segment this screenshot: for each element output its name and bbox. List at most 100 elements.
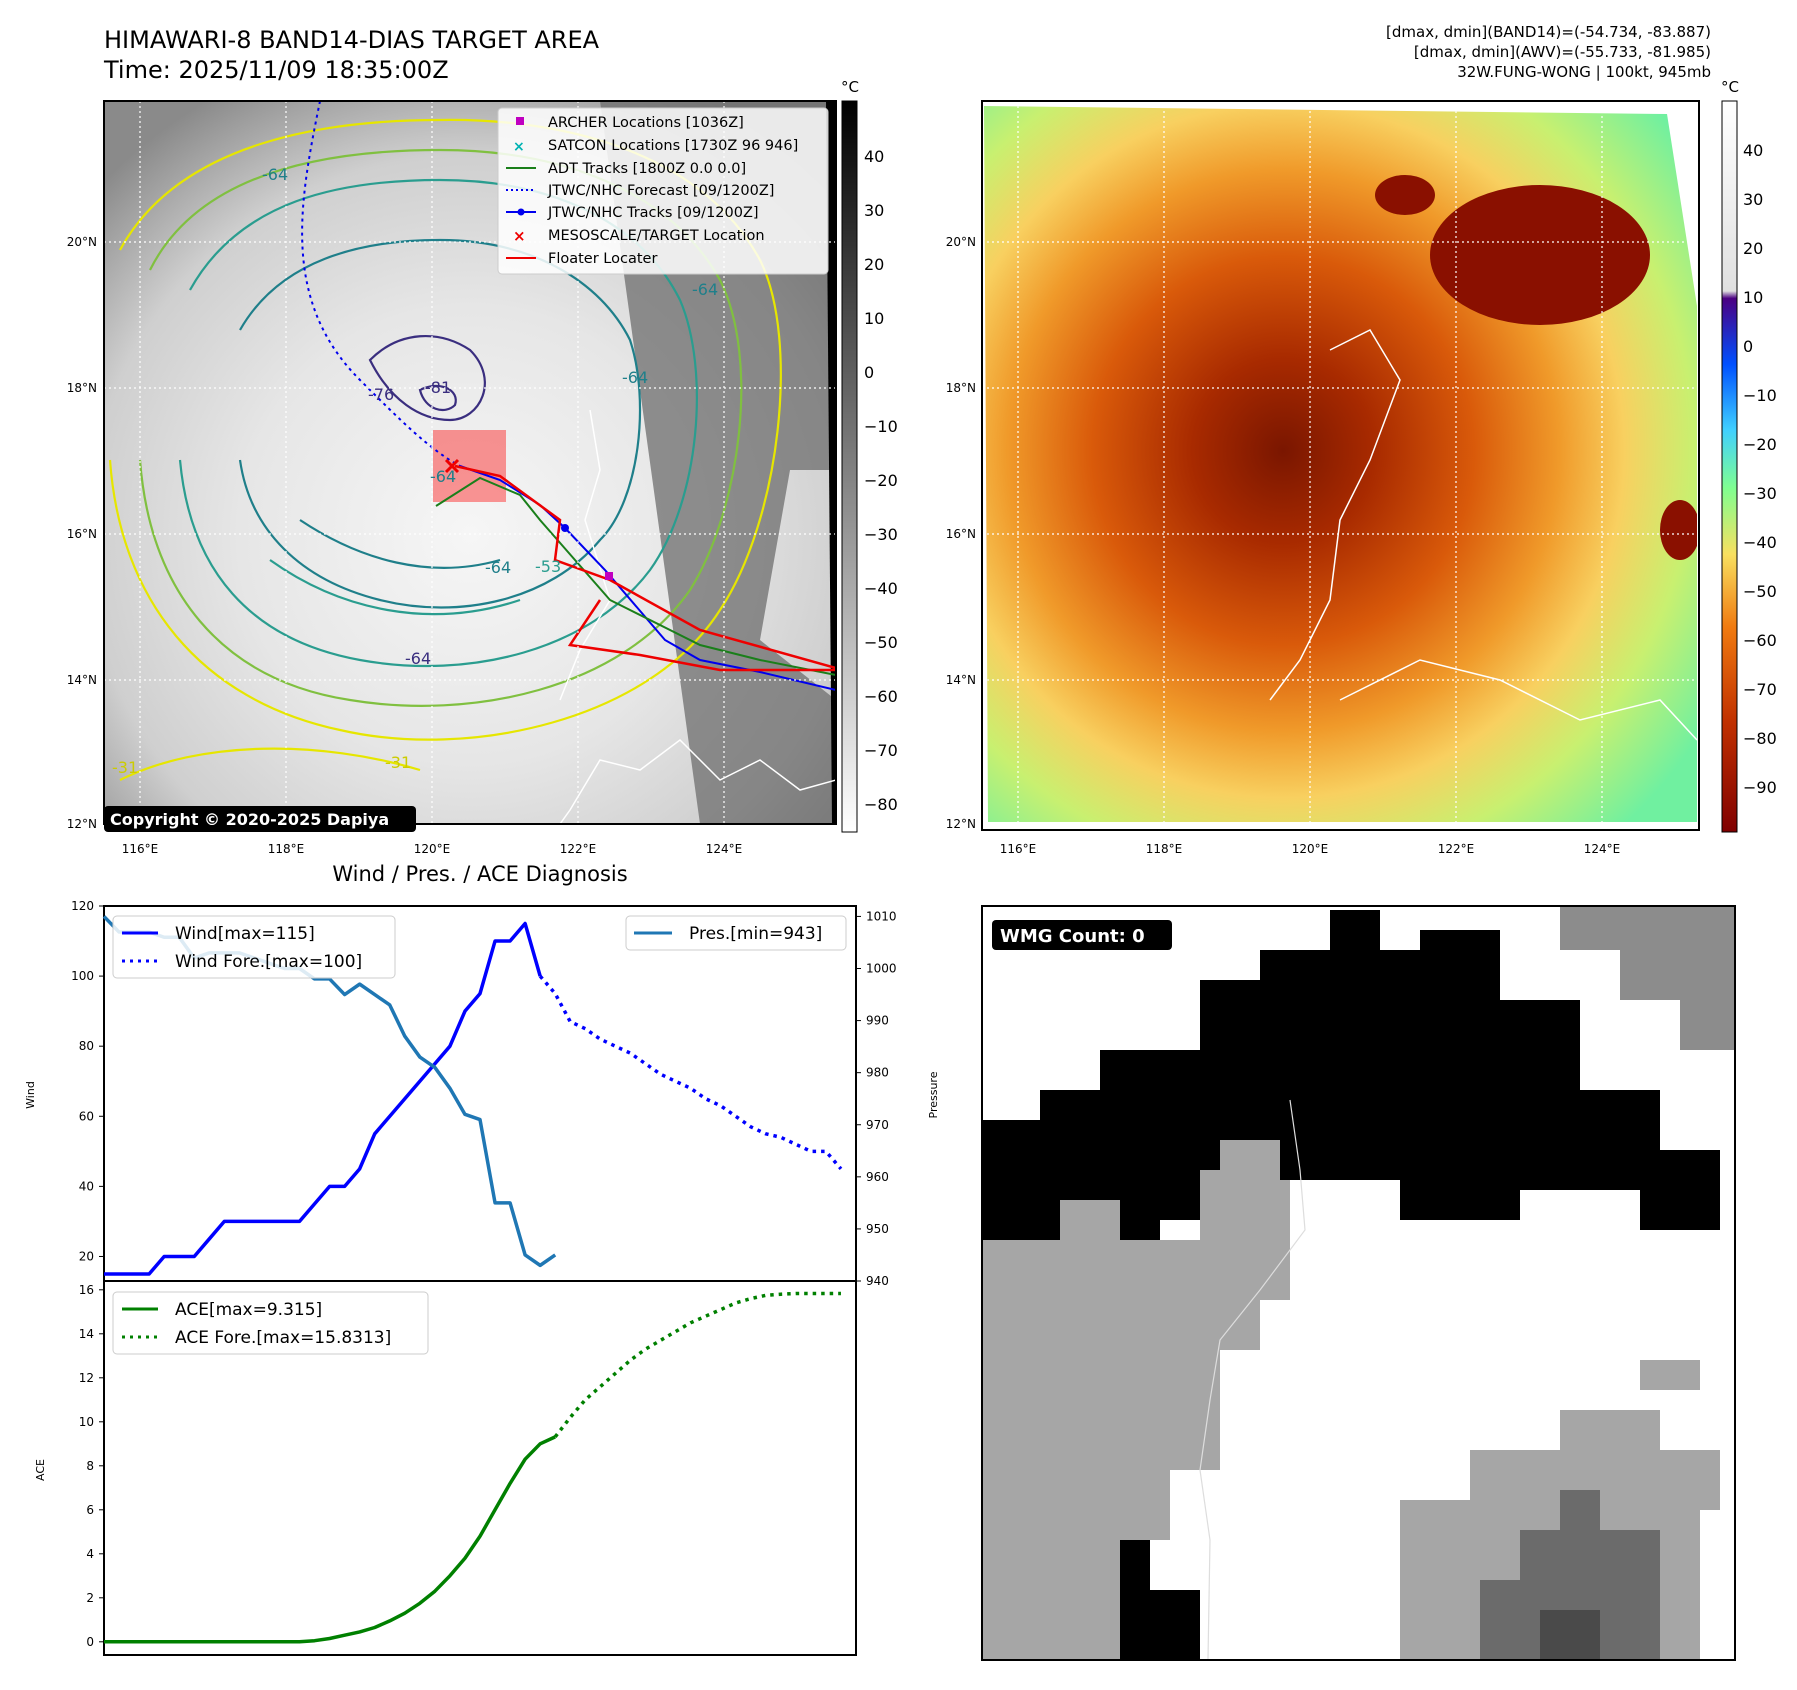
info-storm: 32W.FUNG-WONG | 100kt, 945mb [1457,63,1711,81]
cold-cloud-top [1375,175,1435,215]
wind-legend: Wind[max=115] Wind Fore.[max=100] [112,915,396,979]
contour-label: -31 [112,758,138,777]
lon-label: 124°E [1584,842,1621,856]
colorbar-tick: 0 [1743,337,1753,356]
legend-satcon: SATCON Locations [1730Z 96 946] [548,138,798,154]
ace-ytick-label: 14 [79,1327,94,1341]
legend-forecast: JTWC/NHC Forecast [09/1200Z] [547,183,774,199]
left-lat-labels: 20°N 18°N 16°N 14°N 12°N [67,235,97,831]
wind-ytick-label: 120 [71,899,94,913]
legend-archer: ARCHER Locations [1036Z] [548,115,744,131]
wind-ytick-label: 60 [79,1109,94,1123]
legend-wind-fore: Wind Fore.[max=100] [175,952,362,972]
colorbar-tick: −80 [864,795,898,814]
best-track [459,465,836,691]
info-band14: [dmax, dmin](BAND14)=(-54.734, -83.887) [1386,23,1711,41]
contour-label: -64 [405,649,431,668]
figure-info: [dmax, dmin](BAND14)=(-54.734, -83.887) … [1386,22,1711,82]
adt-track [435,476,836,676]
pres-ytick-label: 950 [866,1222,889,1236]
wmg-count-badge [992,920,1172,950]
track-point [561,524,569,532]
lon-label: 118°E [268,842,305,856]
colorbar-tick: −90 [1743,778,1777,797]
forecast-track [301,101,461,467]
copyright-text: Copyright © 2020-2025 Dapiya [110,810,389,829]
legend-tracks: JTWC/NHC Tracks [09/1200Z] [547,205,759,221]
pres-ytick-label: 1010 [866,909,897,923]
colorbar-tick: −40 [1743,533,1777,552]
cold-cloud-top [1660,500,1697,560]
wmg-panel: WMG Count: 0 [981,905,1736,1661]
legend-satcon-x: × [513,139,525,155]
left-colorbar [841,100,858,833]
wind-ytick-label: 40 [79,1179,94,1193]
colorbar-tick: −70 [1743,680,1777,699]
land-outline-luzon [559,409,611,701]
colorbar-tick: −60 [1743,631,1777,650]
land-outline-south [1339,659,1697,741]
contours [108,118,782,781]
ace-ytick-label: 12 [79,1371,94,1385]
pres-ytick-label: 990 [866,1014,889,1028]
ir-edge [826,101,836,824]
contour-label: -64 [485,558,511,577]
legend-floater: Floater Locater [548,251,657,267]
colorbar-tick: −30 [864,525,898,544]
colorbar-tick: −80 [1743,729,1777,748]
series-line-ace-fore- [553,1291,841,1438]
map-legend: ARCHER Locations [1036Z] × SATCON Locati… [497,107,829,275]
lat-label: 14°N [67,673,97,687]
left-lon-labels: 116°E 118°E 120°E 122°E 124°E [122,842,743,856]
wmg-count-text: WMG Count: 0 [1000,926,1145,947]
contour-label: -81 [425,378,451,397]
pres-ytick-label: 940 [866,1274,889,1288]
lon-label: 120°E [414,842,451,856]
right-map-panel: 116°E 118°E 120°E 122°E 124°E 20°N 18°N … [946,78,1777,856]
lon-label: 122°E [560,842,597,856]
contour-label: -64 [692,280,718,299]
wind-yticks: 120 100 80 60 40 20 [71,899,104,1263]
lat-label: 18°N [67,381,97,395]
colorbar-tick: 40 [1743,141,1763,160]
series-line-wind [104,921,542,1276]
ace-ytick-label: 16 [79,1283,94,1297]
pres-ytick-label: 970 [866,1118,889,1132]
pres-legend: Pres.[min=943] [625,915,847,951]
right-colorbar-ticks: 40 30 20 10 0 −10 −20 −30 −40 −50 −60 −7… [1743,141,1777,797]
wmg-gray-region [983,1140,1290,1659]
legend-ace: ACE[max=9.315] [175,1300,322,1320]
floater-track [454,464,836,672]
target-box [433,430,506,502]
copyright-badge [104,806,416,832]
colorbar-tick: −20 [864,471,898,490]
lat-label: 16°N [946,527,976,541]
wmg-darkest-region [1540,1610,1600,1659]
diagnosis-title: Wind / Pres. / ACE Diagnosis [332,862,628,886]
ace-ytick-label: 10 [79,1415,94,1429]
colorbar-tick: 20 [1743,239,1763,258]
lat-label: 18°N [946,381,976,395]
info-awv: [dmax, dmin](AWV)=(-55.733, -81.985) [1413,43,1711,61]
colorbar-tick: −50 [1743,582,1777,601]
ace-yticks: 16 14 12 10 8 6 4 2 0 [79,1283,104,1649]
colorbar-tick: −30 [1743,484,1777,503]
right-lon-labels: 116°E 118°E 120°E 122°E 124°E [1000,842,1621,856]
contour-label: -64 [262,165,288,184]
colorbar-tick: 30 [1743,190,1763,209]
contour-label: -76 [368,385,394,404]
lat-label: 12°N [67,817,97,831]
colorbar-tick: −10 [1743,386,1777,405]
wmg-map [983,907,1734,1659]
left-colorbar-unit: °C [841,78,859,96]
wmg-darkgray-region [1480,1490,1660,1659]
ace-ytick-label: 0 [86,1635,94,1649]
ace-ytick-label: 2 [86,1591,94,1605]
pressure-axis-label: Pressure [927,1071,940,1118]
wmg-coastline [1199,1099,1306,1659]
pres-ytick-label: 1000 [866,962,897,976]
lon-label: 120°E [1292,842,1329,856]
colorbar-tick: −60 [864,687,898,706]
colorbar-tick: −50 [864,633,898,652]
